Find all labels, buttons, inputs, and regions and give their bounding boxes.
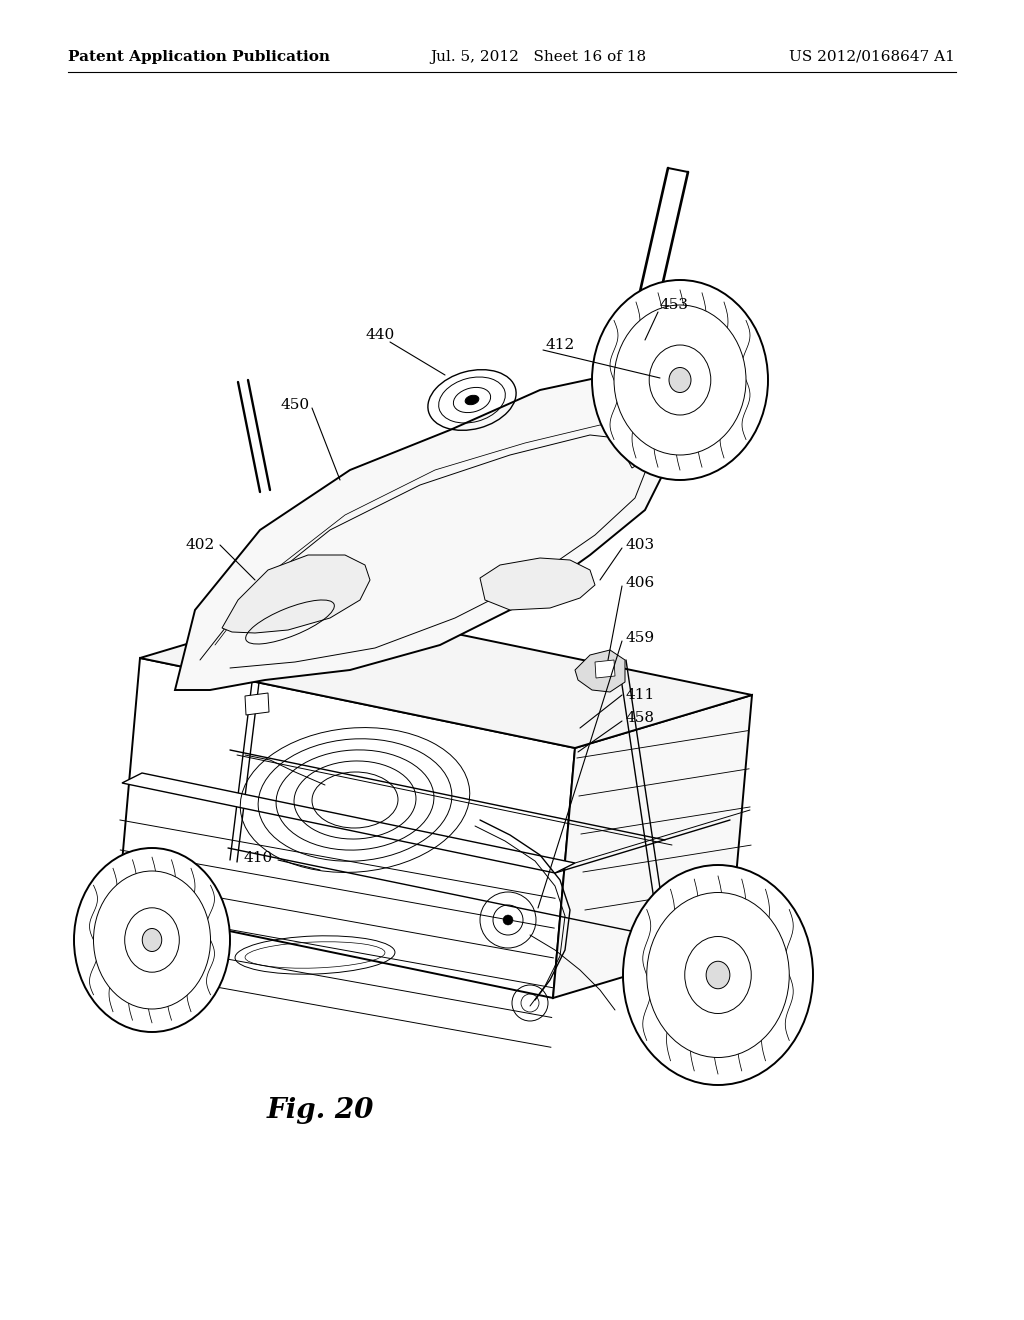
Polygon shape	[140, 605, 752, 748]
Polygon shape	[222, 554, 370, 634]
Ellipse shape	[685, 936, 752, 1014]
Polygon shape	[245, 693, 269, 715]
Text: 458: 458	[625, 711, 654, 725]
Text: 402: 402	[185, 539, 215, 552]
Text: US 2012/0168647 A1: US 2012/0168647 A1	[790, 50, 955, 63]
Ellipse shape	[649, 345, 711, 414]
Ellipse shape	[614, 305, 746, 455]
Ellipse shape	[623, 865, 813, 1085]
Polygon shape	[625, 440, 658, 469]
Ellipse shape	[465, 395, 479, 405]
Ellipse shape	[669, 367, 691, 392]
Ellipse shape	[707, 961, 730, 989]
Polygon shape	[122, 774, 575, 873]
Ellipse shape	[93, 871, 211, 1008]
Text: 440: 440	[366, 327, 394, 342]
Text: 411: 411	[625, 688, 654, 702]
Ellipse shape	[125, 908, 179, 973]
Text: 459: 459	[625, 631, 654, 645]
Circle shape	[503, 915, 513, 925]
Text: 406: 406	[625, 576, 654, 590]
Polygon shape	[480, 558, 595, 610]
Polygon shape	[175, 375, 672, 690]
Ellipse shape	[142, 928, 162, 952]
Text: Patent Application Publication: Patent Application Publication	[68, 50, 330, 63]
Polygon shape	[135, 876, 165, 895]
Ellipse shape	[592, 280, 768, 480]
Text: 410: 410	[244, 851, 273, 865]
Polygon shape	[575, 649, 625, 692]
Text: Fig. 20: Fig. 20	[266, 1097, 374, 1123]
Text: Jul. 5, 2012   Sheet 16 of 18: Jul. 5, 2012 Sheet 16 of 18	[430, 50, 646, 63]
Polygon shape	[553, 696, 752, 998]
Text: 412: 412	[545, 338, 574, 352]
Text: 403: 403	[625, 539, 654, 552]
Ellipse shape	[74, 847, 230, 1032]
Text: 450: 450	[281, 399, 309, 412]
Polygon shape	[118, 657, 575, 998]
Polygon shape	[655, 355, 715, 475]
Ellipse shape	[647, 892, 790, 1057]
Polygon shape	[595, 660, 615, 678]
Text: 453: 453	[660, 298, 689, 312]
